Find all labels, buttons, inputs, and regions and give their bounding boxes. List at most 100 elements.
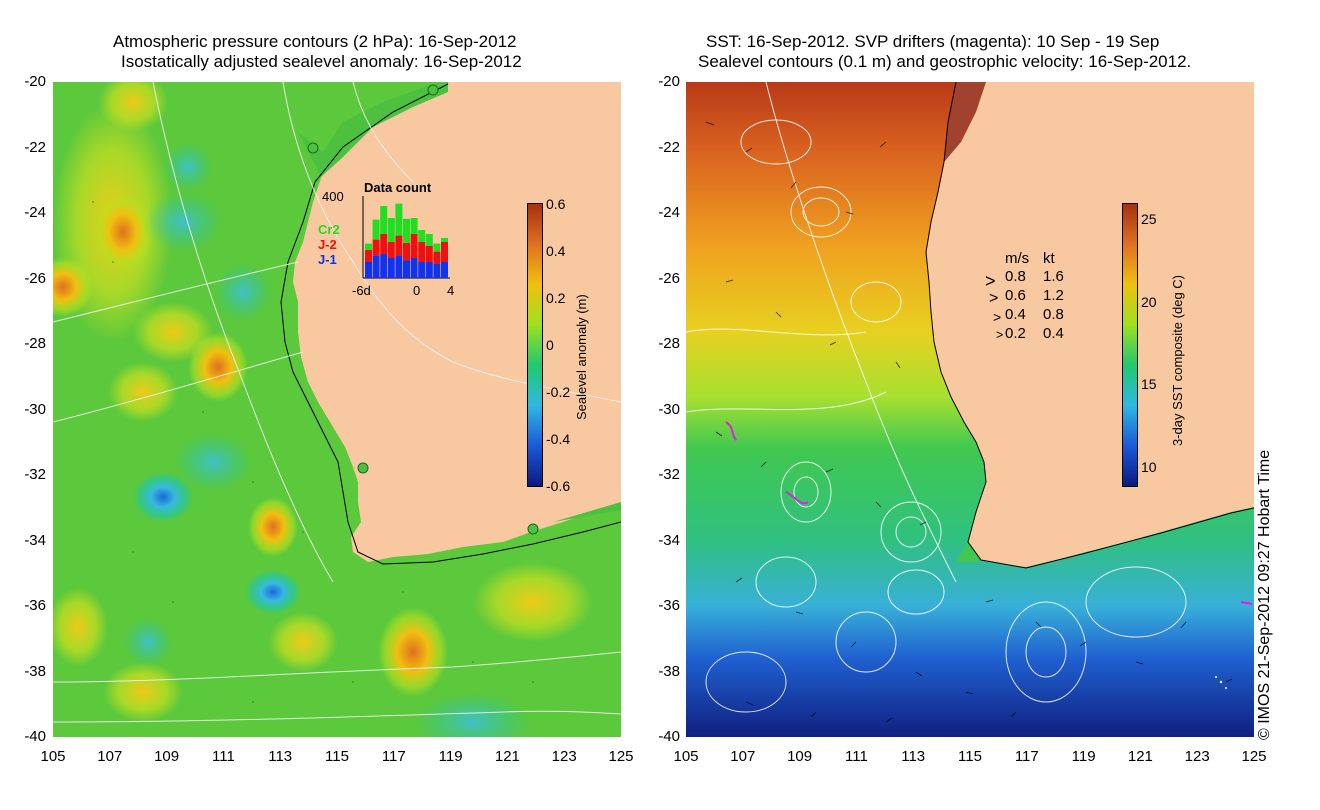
- lat-tick-right: -28: [658, 335, 680, 352]
- sst-map[interactable]: [686, 82, 1254, 737]
- data-count-bar: [441, 262, 448, 278]
- sst-colorbar-label: 3-day SST composite (deg C): [1170, 275, 1185, 446]
- sst-colorbar-tick: 20: [1141, 293, 1157, 310]
- lat-tick-right: -20: [658, 73, 680, 90]
- left-title-line2: Isostatically adjusted sealevel anomaly:…: [121, 52, 522, 71]
- data-count-title: Data count: [364, 180, 432, 195]
- lat-tick-right: -26: [658, 269, 680, 287]
- data-count-bar: [433, 251, 441, 264]
- velocity-ms-value: 0.8: [1005, 268, 1026, 285]
- sst-colorbar: [1122, 203, 1138, 487]
- data-count-bar: [387, 218, 395, 242]
- legend-cr2: Cr2: [318, 222, 340, 237]
- lon-tick-left: 125: [608, 748, 634, 765]
- velocity-header-ms: m/s: [1005, 250, 1030, 267]
- lon-tick-left: 109: [154, 748, 180, 765]
- lon-tick-right: 111: [844, 748, 868, 765]
- data-count-bar: [395, 235, 403, 256]
- data-count-bar: [395, 255, 403, 278]
- data-count-bar: [387, 258, 395, 278]
- data-count-bar: [403, 242, 410, 261]
- legend-j2: J-2: [318, 237, 337, 252]
- lat-tick-right: -40: [658, 728, 680, 745]
- data-count-bars: [362, 196, 450, 279]
- lat-tick-left: -20: [24, 73, 46, 90]
- lon-tick-right: 113: [901, 748, 926, 765]
- lat-tick-right: -36: [658, 597, 680, 614]
- data-count-bar: [425, 246, 433, 262]
- lon-tick-right: 117: [1014, 748, 1039, 765]
- data-count-bar: [418, 262, 426, 278]
- lat-tick-left: -38: [24, 662, 46, 680]
- lon-tick-left: 111: [211, 748, 235, 765]
- lat-tick-left: -28: [24, 335, 46, 352]
- lon-tick-right: 119: [1071, 748, 1096, 765]
- data-count-bar: [365, 243, 372, 250]
- lon-tick-right: 115: [958, 748, 982, 765]
- velocity-ms-value: 0.6: [1005, 287, 1026, 304]
- sealevel-colorbar-tick: 0: [546, 337, 554, 353]
- lat-tick-left: -26: [24, 269, 46, 287]
- lat-tick-right: -34: [658, 531, 680, 549]
- lat-tick-right: -22: [658, 138, 680, 156]
- data-count-ymax: 400: [322, 189, 344, 204]
- velocity-arrow-icon: >: [989, 290, 999, 307]
- data-count-bar: [433, 243, 441, 252]
- velocity-arrow-icon: >: [996, 328, 1004, 342]
- lat-tick-left: -30: [24, 400, 46, 418]
- data-count-x1: 0: [413, 283, 421, 298]
- data-count-bar: [410, 258, 418, 278]
- data-count-bar: [433, 263, 441, 278]
- data-count-bar: [372, 239, 380, 256]
- data-count-bar: [365, 262, 372, 278]
- lon-tick-left: 123: [551, 748, 577, 765]
- lon-tick-right: 121: [1127, 748, 1153, 765]
- lon-tick-left: 121: [494, 748, 520, 765]
- data-count-bar: [418, 242, 426, 262]
- velocity-arrow-icon: >: [993, 309, 1002, 325]
- data-count-bar: [380, 234, 388, 254]
- lon-tick-left: 117: [381, 748, 406, 765]
- lat-tick-left: -32: [24, 466, 46, 483]
- left-title-line1: Atmospheric pressure contours (2 hPa): 1…: [113, 32, 517, 51]
- velocity-ms-value: 0.4: [1005, 306, 1026, 323]
- sealevel-colorbar-tick: -0.6: [546, 478, 571, 494]
- right-title-line1: SST: 16-Sep-2012. SVP drifters (magenta)…: [706, 32, 1160, 51]
- sealevel-colorbar-tick: -0.4: [546, 431, 571, 447]
- velocity-kt-value: 0.8: [1043, 306, 1064, 323]
- lat-tick-right: -32: [658, 466, 680, 483]
- data-count-bar: [403, 218, 410, 243]
- data-count-bar: [380, 206, 388, 234]
- sealevel-colorbar: [527, 203, 543, 487]
- sst-colorbar-tick: 25: [1141, 210, 1157, 227]
- lon-tick-left: 115: [325, 748, 349, 765]
- data-count-bar: [425, 262, 433, 278]
- data-count-bar: [441, 242, 448, 262]
- sst-map-svg: [686, 82, 1254, 737]
- lat-tick-right: -24: [658, 204, 680, 221]
- velocity-ms-value: 0.2: [1005, 325, 1026, 342]
- legend-j1: J-1: [318, 252, 337, 267]
- velocity-header-kt: kt: [1043, 250, 1055, 267]
- sealevel-colorbar-tick: -0.2: [546, 384, 571, 400]
- data-count-x0: -6d: [352, 283, 371, 298]
- velocity-kt-value: 0.4: [1043, 325, 1064, 342]
- imos-credit: © IMOS 21-Sep-2012 09:27 Hobart Time: [1256, 449, 1273, 740]
- data-count-bar: [410, 218, 418, 234]
- data-count-bar: [387, 242, 395, 258]
- lon-tick-left: 107: [97, 748, 123, 765]
- data-count-bar: [403, 260, 410, 278]
- data-count-bar: [380, 254, 388, 278]
- lon-tick-left: 105: [40, 748, 66, 765]
- lon-tick-left: 119: [438, 748, 463, 765]
- lat-tick-left: -36: [24, 597, 46, 614]
- data-count-x2: 4: [447, 283, 455, 298]
- right-title-line2: Sealevel contours (0.1 m) and geostrophi…: [698, 52, 1192, 71]
- lat-tick-left: -22: [24, 138, 46, 156]
- australia-land-right: [926, 82, 1254, 567]
- sealevel-colorbar-tick: 0.6: [546, 196, 566, 212]
- sealevel-colorbar-tick: 0.4: [546, 243, 566, 259]
- sealevel-colorbar-tick: 0.2: [546, 290, 566, 306]
- velocity-arrow-icon: >: [985, 271, 996, 291]
- lat-tick-right: -38: [658, 662, 680, 680]
